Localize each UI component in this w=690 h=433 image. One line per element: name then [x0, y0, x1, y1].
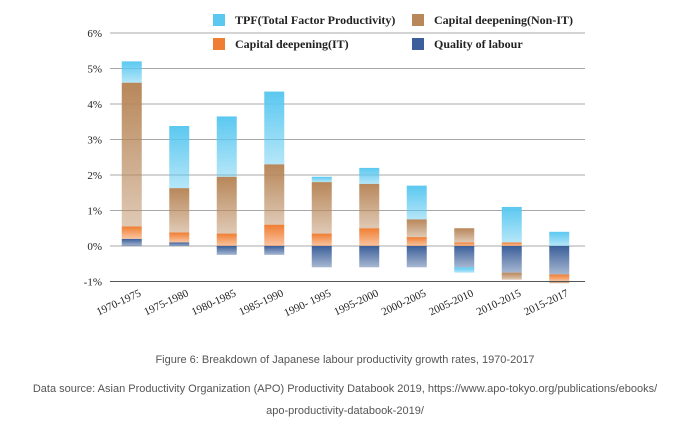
bar-segment	[406, 219, 427, 238]
bar-segment	[454, 242, 475, 246]
bar-segment	[359, 228, 380, 246]
bar-segment	[454, 267, 475, 273]
data-source-line-1: Data source: Asian Productivity Organiza…	[32, 383, 658, 395]
bar-segment	[121, 82, 142, 227]
bar-segment	[501, 206, 522, 243]
x-tick-label: 1975-1980	[142, 287, 191, 318]
legend-swatch	[412, 14, 424, 26]
figure-caption: Figure 6: Breakdown of Japanese labour p…	[155, 354, 535, 366]
bar-segment	[169, 126, 190, 189]
bar-segment	[311, 176, 332, 183]
bar-segment	[121, 61, 142, 83]
bar-segment	[501, 246, 522, 273]
bar-segment	[264, 246, 285, 255]
bar-segment	[216, 233, 237, 246]
legend-label: TPF(Total Factor Productivity)	[235, 13, 395, 27]
y-tick-label: 0%	[87, 241, 102, 253]
bar-segment	[264, 224, 285, 246]
bar-segment	[121, 238, 142, 246]
x-tick-label: 1995-2000	[332, 287, 381, 318]
bar-segment	[216, 246, 237, 255]
bar-segment	[406, 237, 427, 246]
bar-segment	[549, 274, 570, 282]
bar-segment	[501, 242, 522, 246]
bar-segment	[454, 228, 475, 243]
y-tick-label: 2%	[87, 170, 102, 182]
x-axis-ticks: 1970-1975 1975-1980 1980-1985 1985-19901990…	[95, 287, 571, 319]
x-tick-label: 1970-1975	[95, 287, 144, 318]
legend-label: Capital deepening(Non-IT)	[434, 13, 573, 27]
bar-segment	[454, 246, 475, 268]
bar-segment	[406, 185, 427, 220]
bar-segment	[549, 281, 570, 284]
x-tick-label: 2005-2010	[427, 287, 476, 318]
bars	[121, 61, 570, 284]
bar-segment	[216, 176, 237, 234]
legend-swatch	[213, 14, 225, 26]
y-tick-label: 1%	[87, 206, 102, 218]
bar-segment	[501, 272, 522, 280]
bar-segment	[121, 226, 142, 239]
y-tick-label: 4%	[87, 99, 102, 111]
y-tick-label: 3%	[87, 135, 102, 147]
bar-segment	[216, 116, 237, 177]
x-tick-label: 2000-2005	[380, 287, 429, 318]
bar-segment	[311, 246, 332, 268]
bar-segment	[169, 232, 190, 243]
x-tick-label: 1990- 1995	[282, 287, 333, 319]
bar-segment	[311, 233, 332, 246]
legend-label: Quality of labour	[434, 37, 523, 51]
bar-segment	[359, 183, 380, 229]
data-source-line-2: apo-productivity-databook-2019/	[266, 405, 424, 417]
bar-segment	[169, 242, 190, 246]
x-tick-label: 1985-1990	[237, 287, 286, 318]
x-tick-label: 2015-2017	[522, 287, 571, 318]
bar-segment	[359, 167, 380, 184]
bar-segment	[311, 182, 332, 234]
legend: TPF(Total Factor Productivity) Capital de…	[213, 13, 573, 51]
bar-segment	[549, 231, 570, 246]
bar-segment	[264, 164, 285, 225]
legend-swatch	[213, 38, 225, 50]
legend-label: Capital deepening(IT)	[235, 37, 349, 51]
bar-segment	[264, 91, 285, 165]
bar-segment	[549, 246, 570, 275]
stacked-bar-chart: 6% 5% 4% 3% 2% 1% 0% -1% 1970-1975 1975-1980 1980…	[84, 13, 585, 320]
legend-swatch	[412, 38, 424, 50]
x-tick-label: 2010-2015	[475, 287, 524, 318]
bar-segment	[359, 246, 380, 268]
bar-segment	[406, 246, 427, 268]
y-tick-label: 6%	[87, 28, 102, 40]
bar-segment	[169, 188, 190, 233]
x-tick-label: 1980-1985	[190, 287, 239, 318]
y-axis-ticks: 6% 5% 4% 3% 2% 1% 0% -1%	[84, 28, 102, 289]
y-tick-label: -1%	[84, 277, 102, 289]
y-tick-label: 5%	[87, 64, 102, 76]
